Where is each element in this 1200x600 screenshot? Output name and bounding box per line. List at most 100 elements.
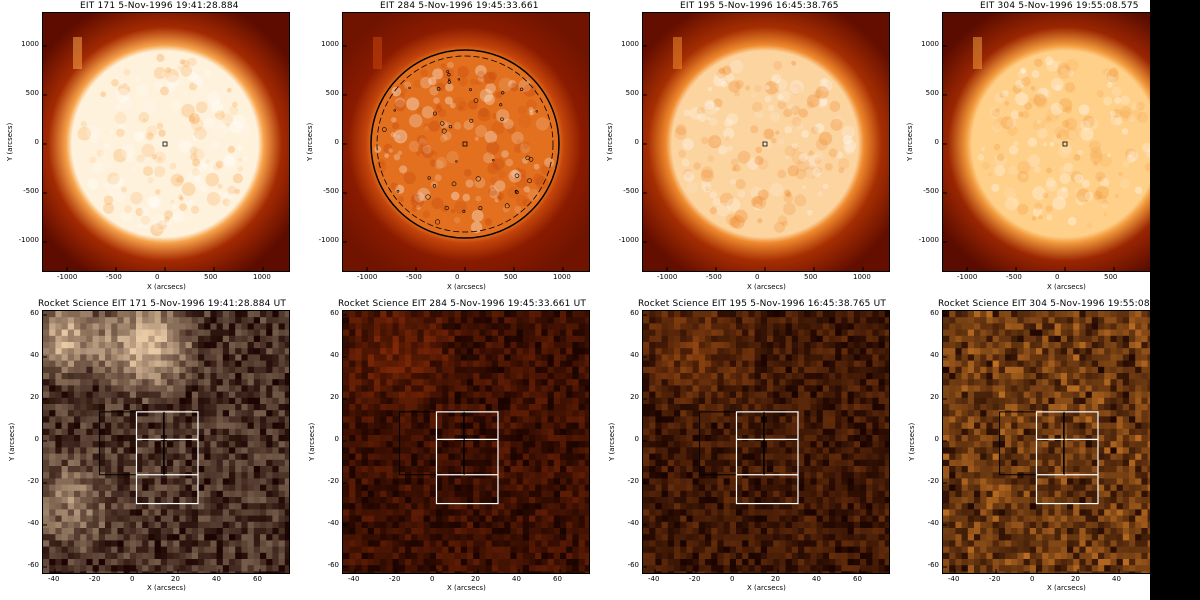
y-tick-label: 20 [330, 393, 339, 401]
zoom-panel-title: Rocket Science EIT 284 5-Nov-1996 19:45:… [338, 299, 587, 309]
x-axis-label: X (arcsecs) [1047, 283, 1086, 291]
x-tick-label: -500 [1006, 273, 1022, 281]
y-axis-label: Y (arcsecs) [608, 422, 616, 461]
y-tick-label: 40 [630, 351, 639, 359]
x-tick-label: 1000 [853, 273, 871, 281]
x-tick-label: 0 [1030, 575, 1035, 583]
y-tick-label: 500 [25, 89, 39, 97]
x-tick-label: 0 [755, 273, 760, 281]
right-edge-black-strip [1150, 0, 1200, 600]
y-tick-label: -500 [923, 187, 939, 195]
x-tick-label: 0 [155, 273, 160, 281]
y-tick-label: -60 [327, 561, 339, 569]
y-axis-label: Y (arcsecs) [306, 122, 314, 161]
y-tick-label: -40 [627, 519, 639, 527]
x-tick-label: 60 [253, 575, 262, 583]
full-disk-image [42, 12, 290, 272]
y-tick-label: 500 [925, 89, 939, 97]
y-tick-label: 20 [630, 393, 639, 401]
y-tick-label: 500 [325, 89, 339, 97]
y-axis-label: Y (arcsecs) [8, 422, 16, 461]
zoom-panel-title: Rocket Science EIT 304 5-Nov-1996 19:55:… [938, 299, 1187, 309]
x-tick-label: -1000 [657, 273, 678, 281]
x-tick-label: 500 [204, 273, 218, 281]
y-tick-label: 20 [930, 393, 939, 401]
x-axis-label: X (arcsecs) [747, 283, 786, 291]
y-tick-label: 60 [330, 309, 339, 317]
y-tick-label: 1000 [621, 40, 639, 48]
full-disk-title: EIT 284 5-Nov-1996 19:45:33.661 [380, 1, 539, 11]
y-tick-label: -60 [927, 561, 939, 569]
y-tick-label: 20 [30, 393, 39, 401]
x-axis-label: X (arcsecs) [1047, 584, 1086, 592]
full-disk-title: EIT 195 5-Nov-1996 16:45:38.765 [680, 1, 839, 11]
y-tick-label: -60 [27, 561, 39, 569]
x-tick-label: 0 [1055, 273, 1060, 281]
x-tick-label: 0 [430, 575, 435, 583]
y-tick-label: 40 [930, 351, 939, 359]
y-tick-label: 0 [634, 435, 639, 443]
y-tick-label: 1000 [21, 40, 39, 48]
x-tick-label: -40 [648, 575, 660, 583]
x-tick-label: 40 [512, 575, 521, 583]
x-tick-label: -20 [689, 575, 701, 583]
x-tick-label: 500 [804, 273, 818, 281]
zoomed-region-image [342, 310, 590, 574]
y-tick-label: 1000 [321, 40, 339, 48]
x-tick-label: -1000 [57, 273, 78, 281]
y-tick-label: -40 [327, 519, 339, 527]
x-tick-label: -40 [48, 575, 60, 583]
y-tick-label: 60 [930, 309, 939, 317]
y-tick-label: -20 [27, 477, 39, 485]
y-tick-label: -1000 [618, 236, 639, 244]
y-tick-label: 0 [34, 138, 39, 146]
x-tick-label: -500 [106, 273, 122, 281]
y-tick-label: -500 [623, 187, 639, 195]
y-tick-label: -40 [27, 519, 39, 527]
x-axis-label: X (arcsecs) [147, 283, 186, 291]
x-axis-label: X (arcsecs) [447, 283, 486, 291]
full-disk-title: EIT 304 5-Nov-1996 19:55:08.575 [980, 1, 1139, 11]
y-axis-label: Y (arcsecs) [606, 122, 614, 161]
y-axis-label: Y (arcsecs) [6, 122, 14, 161]
y-tick-label: -500 [23, 187, 39, 195]
x-tick-label: -1000 [957, 273, 978, 281]
zoom-panel-title: Rocket Science EIT 171 5-Nov-1996 19:41:… [38, 299, 287, 309]
y-tick-label: 40 [330, 351, 339, 359]
y-tick-label: -60 [627, 561, 639, 569]
x-axis-label: X (arcsecs) [147, 584, 186, 592]
x-axis-label: X (arcsecs) [747, 584, 786, 592]
y-axis-label: Y (arcsecs) [906, 122, 914, 161]
y-tick-label: 0 [634, 138, 639, 146]
x-tick-label: 20 [1071, 575, 1080, 583]
x-axis-label: X (arcsecs) [447, 584, 486, 592]
zoomed-region-image [642, 310, 890, 574]
y-tick-label: -40 [927, 519, 939, 527]
x-tick-label: 0 [455, 273, 460, 281]
y-tick-label: 0 [334, 435, 339, 443]
x-tick-label: -40 [348, 575, 360, 583]
y-tick-label: -1000 [318, 236, 339, 244]
y-tick-label: -1000 [918, 236, 939, 244]
x-tick-label: -1000 [357, 273, 378, 281]
x-tick-label: 40 [812, 575, 821, 583]
x-tick-label: -40 [948, 575, 960, 583]
y-tick-label: 0 [334, 138, 339, 146]
x-tick-label: 40 [1112, 575, 1121, 583]
y-tick-label: 0 [934, 435, 939, 443]
zoomed-region-image [942, 310, 1190, 574]
y-tick-label: -1000 [18, 236, 39, 244]
y-tick-label: -20 [627, 477, 639, 485]
y-axis-label: Y (arcsecs) [908, 422, 916, 461]
x-tick-label: 500 [1104, 273, 1118, 281]
x-tick-label: 20 [171, 575, 180, 583]
x-tick-label: 60 [553, 575, 562, 583]
y-tick-label: 40 [30, 351, 39, 359]
zoom-panel-title: Rocket Science EIT 195 5-Nov-1996 16:45:… [638, 299, 887, 309]
y-tick-label: 0 [34, 435, 39, 443]
x-tick-label: -500 [706, 273, 722, 281]
zoomed-region-image [42, 310, 290, 574]
x-tick-label: -20 [89, 575, 101, 583]
x-tick-label: -500 [406, 273, 422, 281]
y-tick-label: -20 [327, 477, 339, 485]
